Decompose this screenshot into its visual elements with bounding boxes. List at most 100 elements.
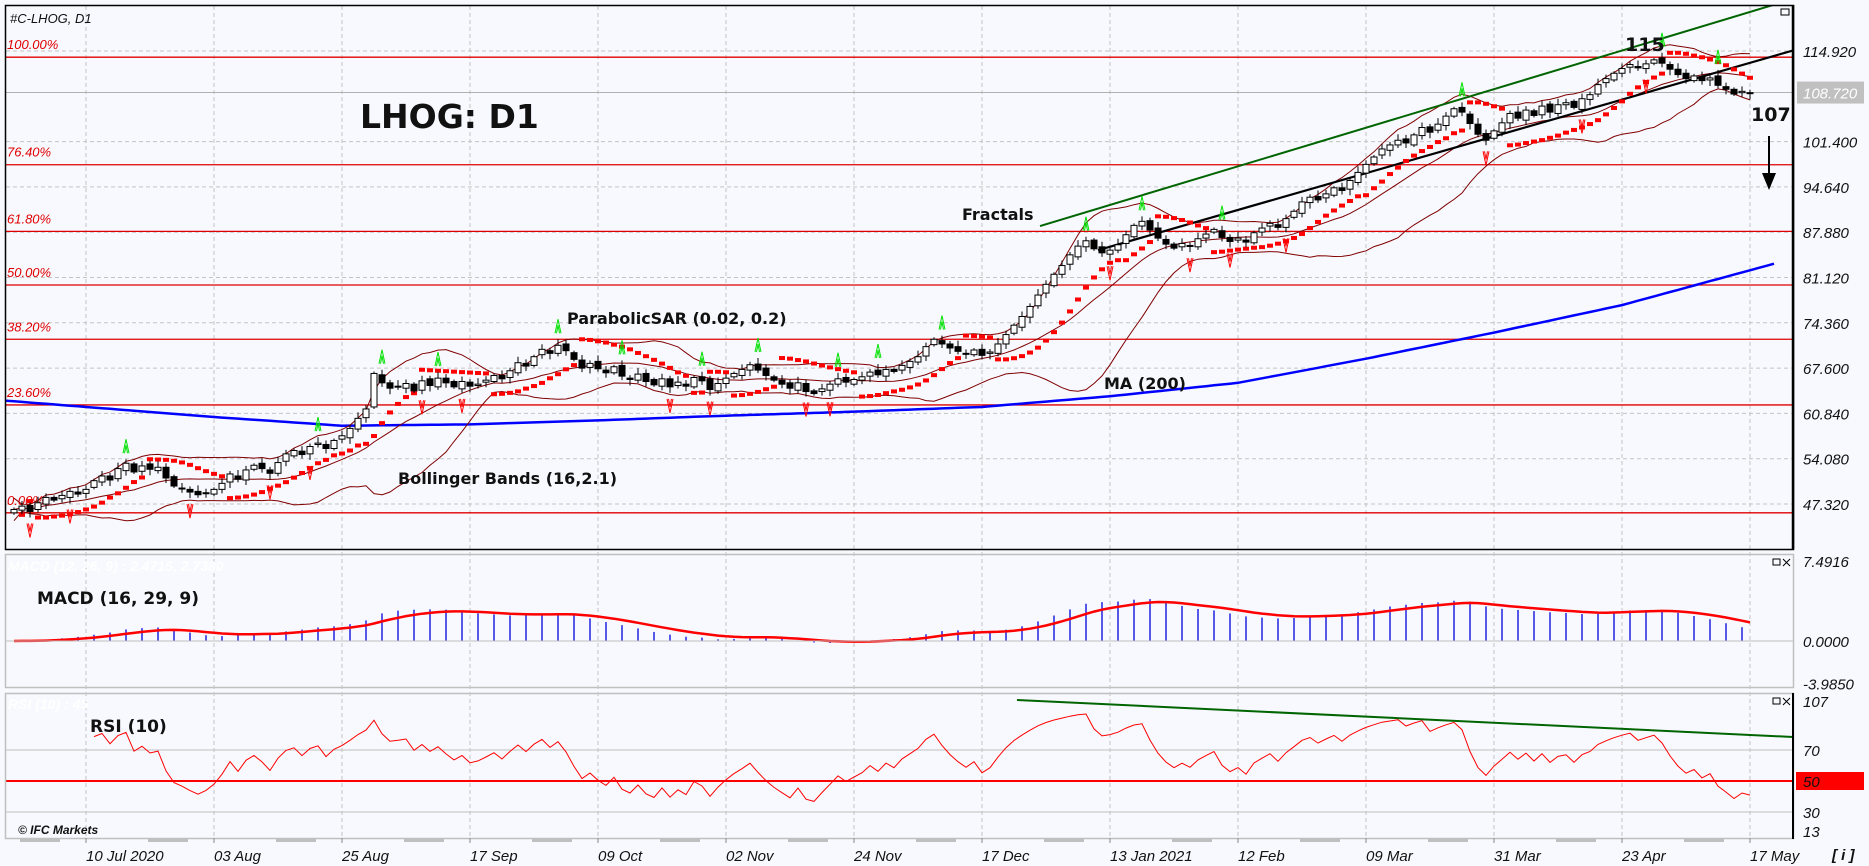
candle <box>1106 247 1114 261</box>
candle-body <box>1674 68 1682 76</box>
sar-dot <box>1691 53 1697 58</box>
maximize-icon[interactable] <box>1772 558 1781 566</box>
candle <box>962 349 970 360</box>
candle <box>1274 218 1282 231</box>
sar-dot <box>283 480 289 485</box>
sar-dot <box>419 367 425 372</box>
candle <box>626 375 634 386</box>
rsi-panel[interactable] <box>6 699 1793 813</box>
maximize-icon[interactable] <box>1772 697 1781 705</box>
close-icon[interactable] <box>1782 697 1791 706</box>
scrollbar-segment <box>148 838 188 842</box>
sar-dot <box>1027 350 1033 355</box>
price-panel[interactable]: 100.00%76.40%61.80%50.00%38.20%23.60%0.0… <box>0 0 1800 538</box>
sar-dot <box>467 370 473 375</box>
candle-body <box>1610 72 1618 81</box>
sar-dot <box>1619 99 1625 104</box>
scrollbar-segment <box>532 838 572 842</box>
fractal-up-icon <box>1082 216 1090 231</box>
candle-body <box>1722 86 1730 90</box>
macd-y-tick-label: -3.9850 <box>1803 677 1855 694</box>
candle-body <box>178 487 186 490</box>
candle-body <box>186 488 194 493</box>
sar-dot <box>1667 50 1673 55</box>
candle <box>866 369 874 383</box>
sar-dot <box>907 385 913 390</box>
candle <box>1650 57 1658 66</box>
candle <box>1210 227 1218 235</box>
candle-body <box>146 463 154 470</box>
candle-body <box>866 371 874 377</box>
candle-body <box>1466 113 1474 125</box>
candle-body <box>602 369 610 374</box>
candle <box>1154 222 1162 242</box>
sar-dot <box>315 461 321 466</box>
candle <box>834 372 842 388</box>
candle-body <box>986 351 994 354</box>
candle <box>642 369 650 387</box>
candle <box>378 369 386 387</box>
candle-body <box>34 502 42 510</box>
macd-y-tick-label: 7.4916 <box>1803 554 1850 571</box>
macd-panel-controls[interactable] <box>1772 558 1791 567</box>
sar-dot <box>1243 246 1249 251</box>
sar-dot <box>1547 135 1553 140</box>
candle <box>42 493 50 510</box>
candle <box>282 449 290 467</box>
scrollbar-segment <box>1428 838 1468 842</box>
sar-dot <box>1595 118 1601 123</box>
candle-body <box>490 374 498 382</box>
candle <box>1546 101 1554 119</box>
candle <box>1050 272 1058 288</box>
candle-body <box>106 475 114 481</box>
x-tick-label: 31 Mar <box>1494 848 1542 865</box>
candle-body <box>1490 130 1498 139</box>
maximize-main-icon[interactable] <box>1780 8 1790 16</box>
candle-body <box>1154 227 1162 239</box>
candle <box>546 347 554 360</box>
candle-body <box>962 352 970 355</box>
candle <box>1738 86 1746 97</box>
sar-dot <box>83 507 89 512</box>
candle <box>914 350 922 366</box>
candle-body <box>378 374 386 384</box>
candle <box>170 474 178 489</box>
candle-body <box>898 364 906 371</box>
upper-trendline <box>1039 6 1774 227</box>
sar-dot <box>1627 91 1633 96</box>
candle-body <box>1570 100 1578 108</box>
candle <box>1642 59 1650 74</box>
sar-dot <box>891 389 897 394</box>
fib-level-label: 50.00% <box>7 265 51 280</box>
rsi-panel-controls[interactable] <box>1772 697 1791 706</box>
candle-body <box>274 462 282 474</box>
candle-body <box>1474 123 1482 135</box>
candle-body <box>1594 84 1602 95</box>
candle <box>1466 111 1474 130</box>
y-tick-label: 67.600 <box>1803 361 1850 378</box>
sar-dot <box>515 389 521 394</box>
candle-body <box>218 482 226 490</box>
candle-body <box>586 362 594 368</box>
candle-body <box>594 360 602 370</box>
candle-body <box>82 488 90 494</box>
candle-body <box>858 376 866 381</box>
sar-dot <box>1403 158 1409 163</box>
candle <box>1666 61 1674 76</box>
candle <box>682 380 690 392</box>
sar-dot <box>939 367 945 372</box>
axes: 10 Jul 2020 03 Aug 25 Aug 17 Sep 09 Oct 02 No… <box>85 44 1864 865</box>
sar-dot <box>827 365 833 370</box>
candle <box>474 378 482 389</box>
sar-dot <box>1507 143 1513 148</box>
candle-body <box>1202 233 1210 239</box>
candle-body <box>522 362 530 367</box>
candle <box>1714 69 1722 89</box>
macd-panel[interactable] <box>6 599 1793 643</box>
scrollbar-segment <box>1172 838 1212 842</box>
close-icon[interactable] <box>1782 558 1791 567</box>
info-button[interactable]: [ i ] <box>1831 847 1855 864</box>
sar-dot <box>995 357 1001 362</box>
candle-body <box>298 450 306 456</box>
